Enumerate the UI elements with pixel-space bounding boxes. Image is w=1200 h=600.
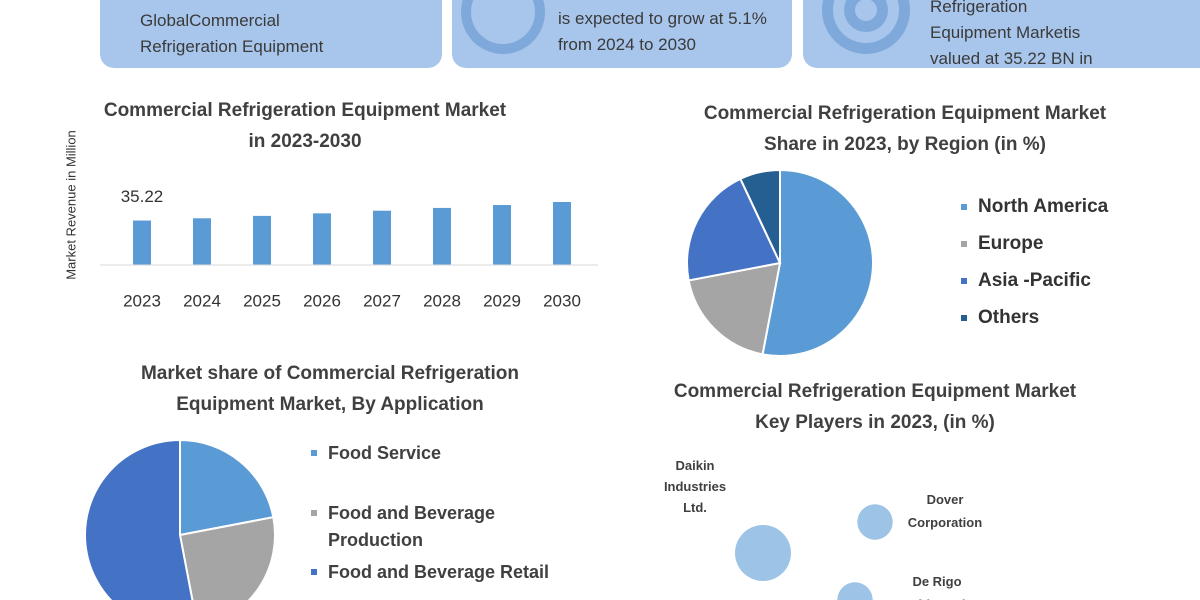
legend-label: Food Service — [328, 443, 442, 463]
legend-swatch — [961, 278, 967, 284]
legend-label: Europe — [978, 233, 1043, 254]
card-text: Equipment Marketis — [930, 23, 1081, 42]
x-tick-label: 2023 — [123, 291, 161, 310]
bar — [433, 207, 451, 265]
pie-slice — [687, 261, 782, 356]
chart-title: Commercial Refrigeration Equipment Marke… — [673, 381, 1077, 433]
bar — [133, 220, 151, 265]
legend-swatch — [961, 315, 967, 321]
bubble-label: Dover Corporation — [907, 492, 983, 530]
chart-title: Commercial Refrigeration Equipment Marke… — [703, 103, 1107, 155]
card-text: valued at 35.22 BN in — [930, 49, 1093, 68]
x-tick-label: 2027 — [363, 291, 401, 310]
x-tick-label: 2025 — [243, 291, 281, 310]
pie-slice — [84, 438, 194, 600]
card-text: GlobalCommercial — [140, 11, 280, 30]
bubble — [735, 525, 791, 581]
pie-icon — [471, 0, 535, 44]
legend-label: North America — [978, 196, 1109, 217]
y-axis-label: Market Revenue in Million — [63, 130, 78, 280]
x-tick-label: 2030 — [543, 291, 581, 310]
bar — [193, 218, 211, 265]
info-card — [100, 0, 442, 68]
bar — [493, 205, 511, 265]
chart-title: Commercial Refrigeration Equipment Marke… — [103, 100, 507, 152]
card-text: Refrigeration — [930, 0, 1028, 16]
card-text: Refrigeration Equipment — [140, 37, 324, 56]
bubble — [857, 504, 893, 540]
card-text: from 2024 to 2030 — [558, 35, 696, 54]
pie-slice — [179, 438, 275, 537]
legend-label: Food and Beverage Retail — [328, 562, 550, 582]
legend-label: Others — [978, 307, 1039, 328]
card-text: is expected to grow at 5.1% — [558, 9, 767, 28]
pie-slice — [761, 168, 874, 357]
bar — [553, 202, 571, 265]
legend-swatch — [961, 241, 967, 247]
bar — [253, 215, 271, 265]
bar — [313, 213, 331, 265]
x-tick-label: 2026 — [303, 291, 341, 310]
pie-slice — [739, 168, 781, 264]
bubble-label: De Rigo Refrigeratio — [901, 574, 974, 600]
legend-label: Asia -Pacific — [978, 270, 1091, 291]
data-label: 35.22 — [121, 187, 164, 206]
chart-title: Market share of Commercial Refrigeration… — [140, 363, 519, 415]
legend-swatch — [311, 450, 317, 456]
bubble-label: Daikin Industries Ltd. — [663, 458, 727, 515]
legend-swatch — [311, 510, 317, 516]
x-tick-label: 2028 — [423, 291, 461, 310]
legend-label: Food and Beverage Production — [328, 503, 496, 550]
legend-swatch — [961, 204, 967, 210]
pie-slice — [686, 177, 782, 282]
x-tick-label: 2029 — [483, 291, 521, 310]
bubble — [837, 582, 873, 600]
target-icon — [855, 0, 877, 21]
pie-slice — [178, 516, 276, 600]
x-tick-label: 2024 — [183, 291, 221, 310]
legend-swatch — [311, 569, 317, 575]
bar — [373, 210, 391, 265]
